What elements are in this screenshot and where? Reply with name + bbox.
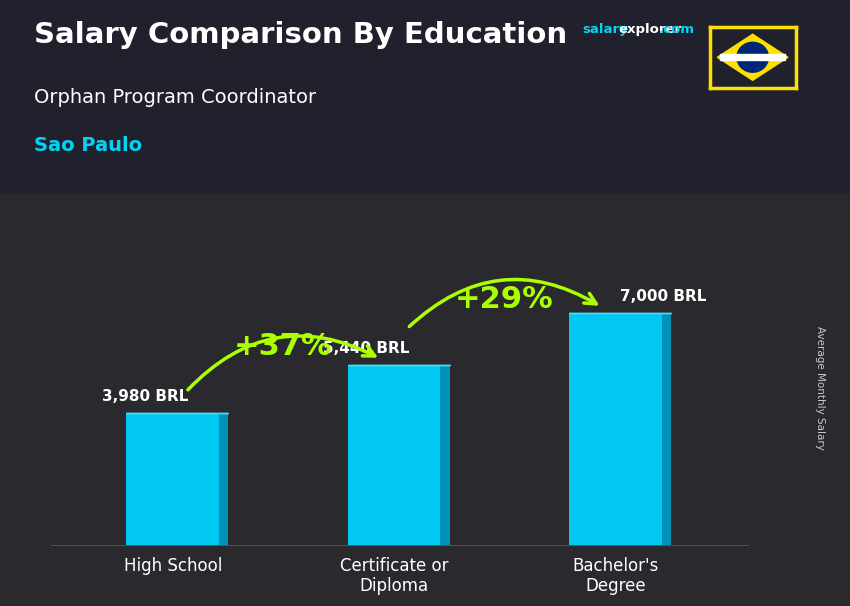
Bar (569, 313, 661, 545)
Bar (219, 413, 229, 545)
Text: .com: .com (659, 23, 694, 36)
Bar (720, 55, 785, 60)
Bar (348, 365, 440, 545)
Circle shape (737, 42, 768, 72)
Text: +29%: +29% (456, 285, 554, 315)
Text: 7,000 BRL: 7,000 BRL (620, 289, 706, 304)
Text: 3,980 BRL: 3,980 BRL (102, 389, 188, 404)
Text: +37%: +37% (234, 332, 332, 361)
Text: explorer: explorer (618, 23, 681, 36)
Text: salary: salary (582, 23, 628, 36)
Bar (127, 413, 219, 545)
Text: Average Monthly Salary: Average Monthly Salary (815, 326, 825, 450)
Text: Orphan Program Coordinator: Orphan Program Coordinator (34, 88, 316, 107)
Text: Sao Paulo: Sao Paulo (34, 136, 142, 155)
Text: Salary Comparison By Education: Salary Comparison By Education (34, 21, 567, 49)
Bar (661, 313, 671, 545)
Text: 5,440 BRL: 5,440 BRL (323, 341, 410, 356)
Bar (440, 365, 450, 545)
Polygon shape (717, 34, 788, 81)
